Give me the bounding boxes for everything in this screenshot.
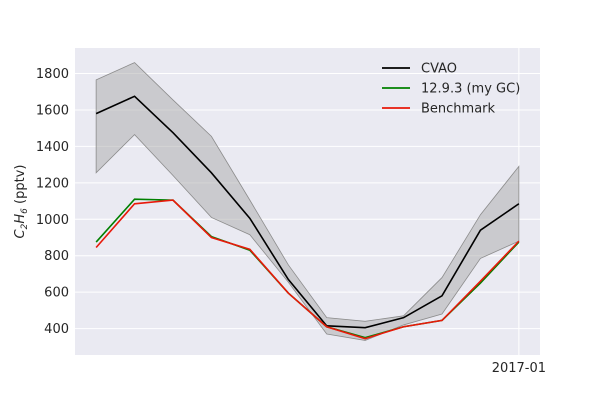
y-axis-label-sub2: 6 [20, 208, 30, 214]
y-tick-label-7: 1800 [36, 67, 69, 82]
series-line-0 [95, 95, 520, 329]
y-tick-label-1: 600 [44, 286, 69, 301]
x-axis-ticks: 2017-01 [492, 361, 546, 376]
legend: CVAO 12.9.3 (my GC) Benchmark [382, 62, 520, 117]
y-tick-label-3: 1000 [36, 213, 69, 228]
y-axis-label-h: H [13, 214, 28, 224]
x-tick-label-0: 2017-01 [492, 361, 546, 376]
y-tick-label-2: 800 [44, 249, 69, 264]
series-layer [95, 95, 520, 340]
legend-label-2: Benchmark [421, 102, 496, 117]
legend-label-0: CVAO [421, 62, 457, 77]
series-line-2 [95, 199, 520, 340]
legend-label-1: 12.9.3 (my GC) [421, 82, 520, 97]
y-tick-label-5: 1400 [36, 140, 69, 155]
y-axis-label-unit: (pptv) [13, 165, 28, 209]
y-axis-label-c: C [13, 228, 28, 238]
y-tick-label-6: 1600 [36, 103, 69, 118]
y-tick-label-4: 1200 [36, 176, 69, 191]
y-axis-label-sub1: 2 [20, 223, 30, 229]
y-axis-ticks: 400 600 800 1000 1200 1400 1600 1800 [36, 67, 69, 337]
y-tick-label-0: 400 [44, 322, 69, 337]
y-axis-label: C2H6 (pptv) [13, 165, 30, 239]
